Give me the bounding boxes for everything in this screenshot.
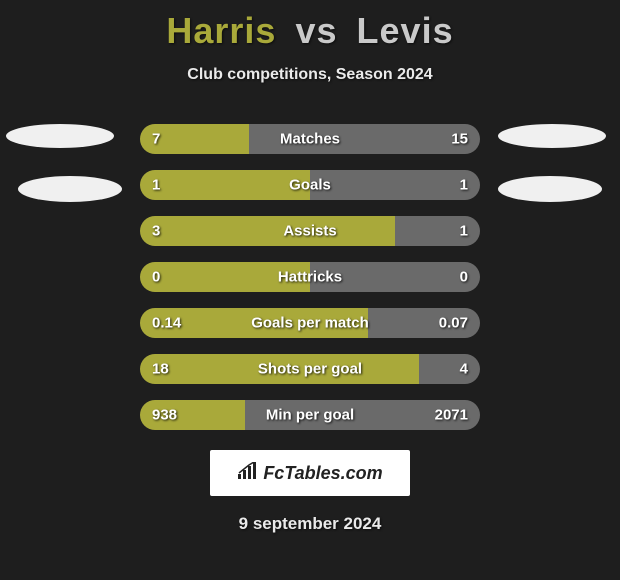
player2-name: Levis xyxy=(357,10,454,51)
stat-right-value: 15 xyxy=(451,131,468,148)
stat-right-value: 1 xyxy=(460,223,468,240)
stat-bar-row: 3 Assists 1 xyxy=(140,216,480,246)
stat-bar-row: 1 Goals 1 xyxy=(140,170,480,200)
stat-bar-row: 0 Hattricks 0 xyxy=(140,262,480,292)
decorative-ellipse xyxy=(6,124,114,148)
stat-bar-row: 18 Shots per goal 4 xyxy=(140,354,480,384)
stat-left-value: 7 xyxy=(152,131,160,148)
stat-label: Goals xyxy=(289,177,331,194)
stat-label: Hattricks xyxy=(278,269,342,286)
stat-bar-row: 0.14 Goals per match 0.07 xyxy=(140,308,480,338)
stat-left-value: 1 xyxy=(152,177,160,194)
stat-right-value: 4 xyxy=(460,361,468,378)
date-text: 9 september 2024 xyxy=(0,514,620,534)
stat-bar-row: 938 Min per goal 2071 xyxy=(140,400,480,430)
stat-left-value: 938 xyxy=(152,407,177,424)
stat-label: Goals per match xyxy=(251,315,369,332)
stat-right-value: 0 xyxy=(460,269,468,286)
stat-left-value: 0.14 xyxy=(152,315,181,332)
decorative-ellipse xyxy=(498,176,602,202)
stat-bar-right-fill xyxy=(419,354,480,384)
vs-text: vs xyxy=(295,10,337,51)
stat-bar-left-fill xyxy=(140,216,395,246)
stat-left-value: 18 xyxy=(152,361,169,378)
stat-left-value: 0 xyxy=(152,269,160,286)
stat-right-value: 0.07 xyxy=(439,315,468,332)
player1-name: Harris xyxy=(166,10,276,51)
stat-left-value: 3 xyxy=(152,223,160,240)
decorative-ellipse xyxy=(18,176,122,202)
logo-text: FcTables.com xyxy=(263,463,382,484)
stat-right-value: 2071 xyxy=(435,407,468,424)
page-title: Harris vs Levis xyxy=(0,0,620,52)
stat-right-value: 1 xyxy=(460,177,468,194)
stat-label: Matches xyxy=(280,131,340,148)
stat-bar-left-fill xyxy=(140,170,310,200)
logo-box: FcTables.com xyxy=(210,450,410,496)
stats-bars: 7 Matches 15 1 Goals 1 3 Assists 1 0 Hattricks 0 0.1… xyxy=(140,124,480,430)
chart-icon xyxy=(237,462,259,485)
stat-bar-row: 7 Matches 15 xyxy=(140,124,480,154)
stat-label: Min per goal xyxy=(266,407,354,424)
decorative-ellipse xyxy=(498,124,606,148)
stat-label: Shots per goal xyxy=(258,361,362,378)
stat-label: Assists xyxy=(283,223,336,240)
stat-bar-right-fill xyxy=(310,170,480,200)
subtitle: Club competitions, Season 2024 xyxy=(0,66,620,84)
